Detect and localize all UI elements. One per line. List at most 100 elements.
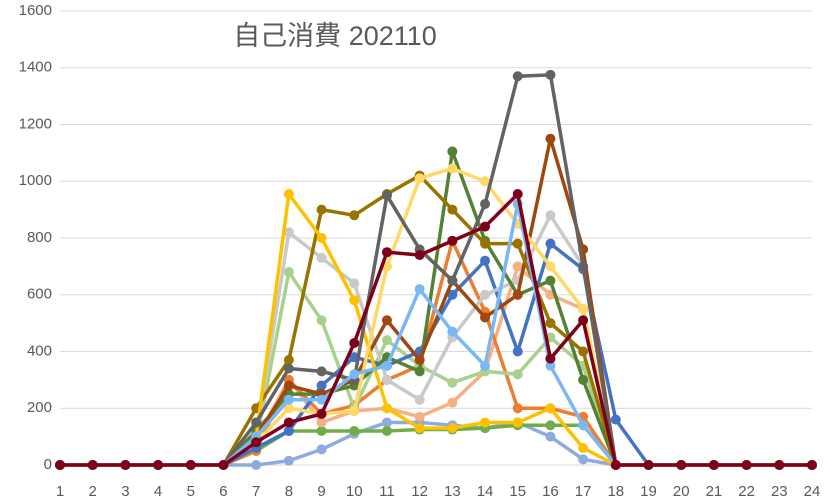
x-tick-label: 6 bbox=[219, 483, 227, 500]
data-point bbox=[545, 420, 556, 431]
data-point bbox=[283, 363, 294, 374]
data-point bbox=[545, 318, 556, 329]
data-point bbox=[480, 417, 491, 428]
y-tick-label: 1400 bbox=[19, 59, 52, 76]
y-tick-label: 600 bbox=[27, 286, 52, 303]
data-point bbox=[545, 275, 556, 286]
data-point bbox=[578, 420, 589, 431]
data-point bbox=[447, 275, 458, 286]
x-tick-label: 20 bbox=[673, 483, 690, 500]
data-point bbox=[349, 425, 360, 436]
data-point bbox=[316, 204, 327, 215]
y-tick-label: 1200 bbox=[19, 115, 52, 132]
data-point bbox=[447, 146, 458, 157]
data-point bbox=[316, 366, 327, 377]
x-tick-label: 21 bbox=[706, 483, 723, 500]
data-point bbox=[414, 394, 425, 405]
x-tick-label: 4 bbox=[154, 483, 162, 500]
x-tick-label: 15 bbox=[509, 483, 526, 500]
data-point bbox=[480, 238, 491, 249]
data-point bbox=[414, 411, 425, 422]
data-point bbox=[349, 295, 360, 306]
data-point bbox=[381, 335, 392, 346]
data-point bbox=[283, 355, 294, 366]
x-tick-label: 16 bbox=[542, 483, 559, 500]
data-point bbox=[414, 173, 425, 184]
series-line bbox=[60, 423, 812, 467]
data-point bbox=[120, 460, 131, 470]
series-line bbox=[60, 239, 812, 467]
y-tick-label: 0 bbox=[44, 456, 52, 473]
data-point bbox=[381, 247, 392, 258]
data-point bbox=[447, 397, 458, 408]
data-point bbox=[610, 460, 621, 470]
x-tick-label: 9 bbox=[317, 483, 325, 500]
data-point bbox=[251, 417, 262, 428]
data-point bbox=[316, 380, 327, 391]
data-point bbox=[512, 71, 523, 82]
x-tick-label: 23 bbox=[771, 483, 788, 500]
data-point bbox=[316, 417, 327, 428]
x-tick-label: 1 bbox=[56, 483, 64, 500]
data-point bbox=[381, 417, 392, 428]
data-point bbox=[316, 315, 327, 326]
data-point bbox=[349, 369, 360, 380]
data-point bbox=[676, 460, 687, 470]
data-point bbox=[807, 460, 817, 470]
data-point bbox=[512, 369, 523, 380]
data-point bbox=[283, 380, 294, 391]
data-point bbox=[349, 337, 360, 348]
data-point bbox=[512, 417, 523, 428]
data-point bbox=[447, 289, 458, 300]
chart-title: 自己消費 202110 bbox=[233, 21, 437, 51]
series-line bbox=[60, 202, 812, 467]
data-point bbox=[251, 460, 262, 470]
data-point bbox=[251, 437, 262, 448]
data-point bbox=[578, 442, 589, 453]
data-point bbox=[349, 210, 360, 221]
x-tick-label: 17 bbox=[575, 483, 592, 500]
data-point bbox=[480, 289, 491, 300]
data-point bbox=[283, 403, 294, 414]
data-point bbox=[545, 133, 556, 144]
data-point bbox=[545, 261, 556, 272]
data-point bbox=[316, 408, 327, 419]
x-tick-label: 2 bbox=[89, 483, 97, 500]
data-point bbox=[283, 227, 294, 238]
data-point bbox=[381, 360, 392, 371]
data-point bbox=[480, 176, 491, 187]
data-point bbox=[316, 252, 327, 263]
x-tick-label: 24 bbox=[804, 483, 821, 500]
data-point bbox=[447, 235, 458, 246]
data-point bbox=[283, 425, 294, 436]
data-point bbox=[381, 403, 392, 414]
data-point bbox=[185, 460, 196, 470]
y-tick-label: 1000 bbox=[19, 172, 52, 189]
data-point bbox=[218, 460, 229, 470]
data-point bbox=[708, 460, 719, 470]
data-point bbox=[349, 406, 360, 417]
data-point bbox=[381, 425, 392, 436]
data-point bbox=[741, 460, 752, 470]
data-point bbox=[283, 189, 294, 200]
y-tick-label: 800 bbox=[27, 229, 52, 246]
data-point bbox=[316, 425, 327, 436]
x-tick-label: 18 bbox=[607, 483, 624, 500]
data-point bbox=[610, 414, 621, 425]
data-point bbox=[447, 423, 458, 434]
y-tick-label: 400 bbox=[27, 342, 52, 359]
data-point bbox=[283, 417, 294, 428]
data-point bbox=[480, 360, 491, 371]
data-point bbox=[512, 189, 523, 200]
data-point bbox=[414, 284, 425, 295]
data-point bbox=[283, 394, 294, 405]
data-point bbox=[480, 221, 491, 232]
data-point bbox=[447, 163, 458, 174]
data-point bbox=[512, 289, 523, 300]
x-tick-label: 22 bbox=[738, 483, 755, 500]
data-point bbox=[447, 204, 458, 215]
data-point bbox=[512, 261, 523, 272]
series-line bbox=[60, 192, 812, 467]
data-point bbox=[349, 278, 360, 289]
x-tick-label: 13 bbox=[444, 483, 461, 500]
